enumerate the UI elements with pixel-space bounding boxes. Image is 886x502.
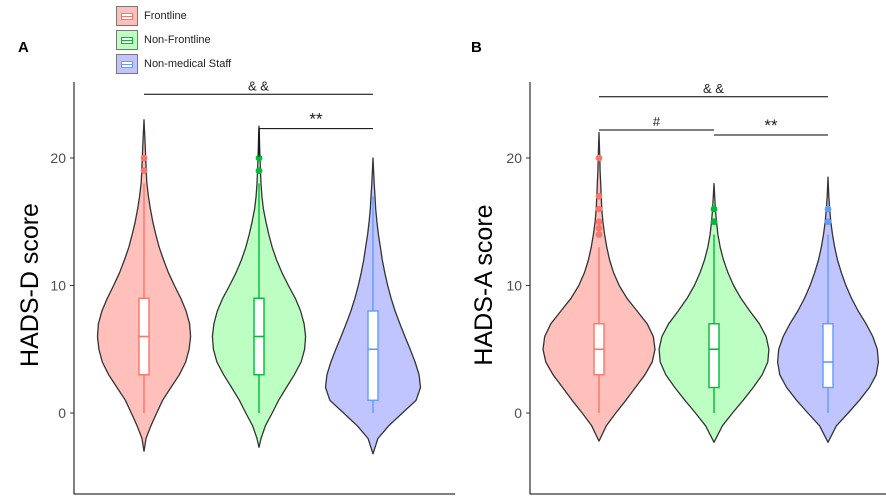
outlier-point [710,205,718,213]
significance-label: & & [248,78,269,93]
legend-label-non-frontline: Non-Frontline [144,34,211,46]
panel-label: B [471,39,482,56]
legend-key-frontline [116,6,138,26]
outlier-point [595,205,603,213]
outlier-point [824,205,832,213]
outlier-point [255,167,263,175]
outlier-point [595,154,603,162]
significance-label: # [653,114,661,129]
legend-label-frontline: Frontline [144,10,187,22]
outlier-point [140,154,148,162]
y-tick-label: 20 [50,150,66,166]
y-tick-label: 20 [506,150,522,166]
y-tick-label: 0 [514,405,522,421]
box [367,310,379,401]
legend-item-non-medical-staff: Non-medical Staff [116,52,231,76]
outlier-point [595,192,603,200]
outlier-point [595,218,603,226]
outlier-point [710,218,718,226]
legend: Frontline Non-Frontline Non-medical Staf… [116,4,231,76]
significance-label: ** [764,116,778,135]
legend-item-non-frontline: Non-Frontline [116,28,231,52]
legend-key-non-medical-staff [116,54,138,74]
outlier-point [595,224,603,232]
significance-label: ** [309,110,323,129]
y-tick-label: 0 [58,405,66,421]
significance-label: & & [703,81,724,96]
box [822,323,834,389]
outlier-point [140,167,148,175]
y-tick-label: 10 [50,278,66,294]
panel-a: A HADS-D score 0 10 20 & & ** [16,39,455,495]
box [708,323,720,389]
legend-label-non-medical-staff: Non-medical Staff [144,58,232,70]
legend-key-non-frontline [116,30,138,50]
panel-b: B HADS-A score 0 10 20 & & # ** [470,39,886,495]
outlier-point [255,154,263,162]
y-tick-label: 10 [506,278,522,294]
legend-item-frontline: Frontline [116,4,231,28]
panel-label: A [18,39,29,56]
y-axis-label: HADS-D score [16,203,44,367]
outlier-point [824,218,832,226]
y-axis-label: HADS-A score [470,204,498,365]
outlier-point [595,231,603,238]
